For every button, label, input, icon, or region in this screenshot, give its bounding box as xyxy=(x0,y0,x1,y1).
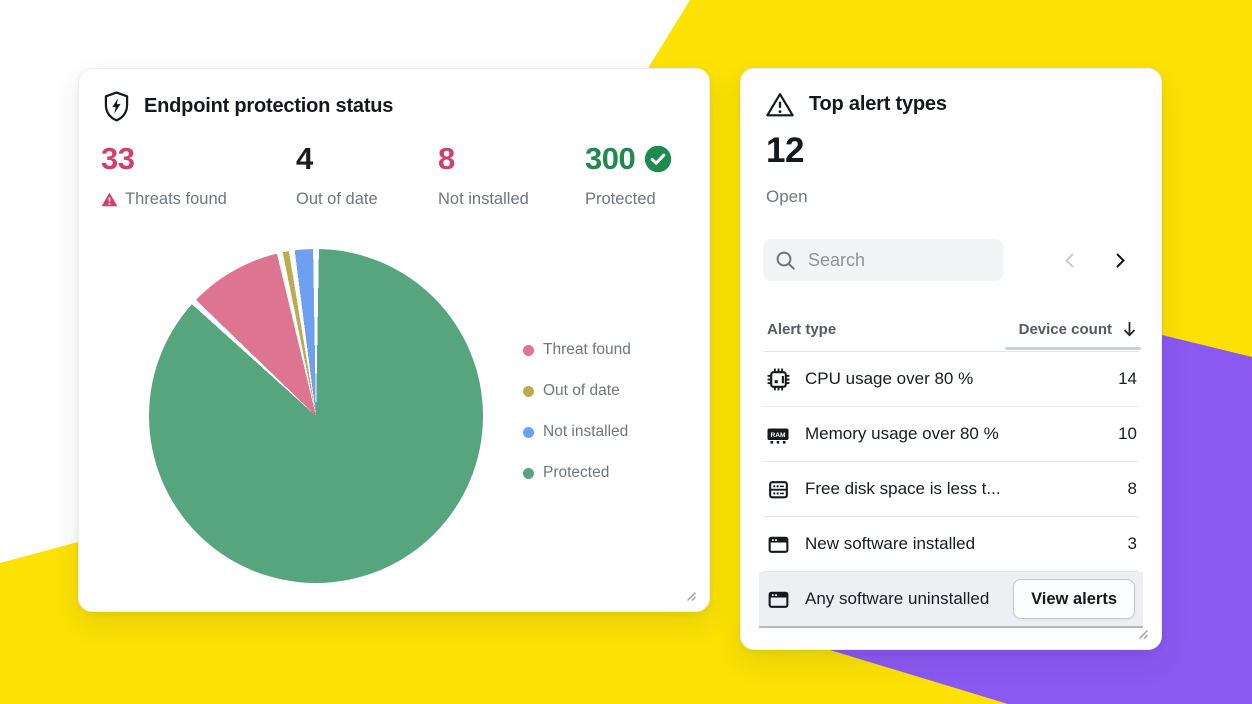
alert-type-label: New software installed xyxy=(805,534,976,553)
device-count-value: 3 xyxy=(1127,534,1137,553)
alert-type-label: Free disk space is less t... xyxy=(805,479,1001,498)
legend-label: Threat found xyxy=(543,341,631,358)
legend-item-not-installed: Not installed xyxy=(523,423,631,441)
stat-label: Protected xyxy=(585,190,656,208)
table-row[interactable]: Any software uninstalled View alerts xyxy=(759,572,1143,628)
stat-value: 33 xyxy=(101,141,135,176)
stat-protected: 300 Protected xyxy=(585,141,672,209)
table-row[interactable]: CPU usage over 80 % 14 xyxy=(763,352,1139,407)
stat-value: 300 xyxy=(585,141,672,177)
legend-label: Protected xyxy=(543,464,610,481)
alert-type-label: CPU usage over 80 % xyxy=(805,369,974,388)
table-row[interactable]: New software installed 3 xyxy=(763,517,1139,572)
stat-value: 8 xyxy=(438,141,455,176)
next-page-button[interactable] xyxy=(1112,250,1129,271)
device-count-value: 8 xyxy=(1127,479,1137,498)
sort-descending-icon xyxy=(1122,320,1137,338)
pie-legend: Threat found Out of date Not installed Prot… xyxy=(523,341,631,482)
open-alerts-count: 12 xyxy=(766,131,804,170)
column-header-device-count[interactable]: Device count xyxy=(1004,320,1142,350)
alert-type-label: Memory usage over 80 % xyxy=(805,424,999,443)
table-row[interactable]: RAM Memory usage over 80 % 10 xyxy=(763,407,1139,462)
device-count-value: 14 xyxy=(1118,369,1137,388)
stat-label: Out of date xyxy=(296,190,378,208)
legend-item-threat-found: Threat found xyxy=(523,341,631,359)
svg-text:RAM: RAM xyxy=(770,432,786,439)
search-input[interactable] xyxy=(806,248,991,272)
endpoint-protection-card: Endpoint protection status 33 Threats fou… xyxy=(78,68,710,612)
card-title: Top alert types xyxy=(809,93,947,115)
chevron-left-icon xyxy=(1063,252,1076,269)
chevron-right-icon xyxy=(1114,252,1127,269)
search-icon xyxy=(775,250,796,271)
legend-dot xyxy=(523,344,534,356)
alert-types-table: Alert type Device count CPU usage over 8… xyxy=(759,307,1143,628)
legend-dot xyxy=(523,385,534,397)
software-icon xyxy=(765,532,791,557)
table-row[interactable]: Free disk space is less t... 8 xyxy=(763,462,1139,517)
stat-threats-found: 33 Threats found xyxy=(101,141,227,209)
disk-icon xyxy=(765,477,791,502)
cpu-icon xyxy=(765,367,791,392)
legend-dot xyxy=(523,426,534,438)
previous-page-button[interactable] xyxy=(1061,250,1078,271)
software-icon xyxy=(765,587,791,612)
stat-value: 4 xyxy=(296,141,313,176)
stat-not-installed: 8 Not installed xyxy=(438,141,529,209)
device-count-value: 10 xyxy=(1118,424,1137,443)
stat-label: Threats found xyxy=(101,190,227,209)
legend-item-protected: Protected xyxy=(523,464,631,482)
view-alerts-button[interactable]: View alerts xyxy=(1013,579,1135,619)
stat-out-of-date: 4 Out of date xyxy=(296,141,378,209)
resize-handle-icon[interactable] xyxy=(1136,627,1149,640)
check-circle-icon xyxy=(644,145,672,173)
warning-triangle-icon xyxy=(101,192,118,207)
stat-label: Not installed xyxy=(438,190,529,208)
legend-dot xyxy=(523,467,534,479)
legend-label: Out of date xyxy=(543,382,620,399)
top-alert-types-card: Top alert types 12 Open Alert type xyxy=(740,68,1162,650)
column-header-alert-type: Alert type xyxy=(767,320,837,338)
alert-type-label: Any software uninstalled xyxy=(805,589,990,608)
legend-item-out-of-date: Out of date xyxy=(523,382,631,400)
shield-bolt-icon xyxy=(103,91,130,122)
ram-icon: RAM xyxy=(765,422,791,447)
search-box[interactable] xyxy=(763,239,1003,281)
alert-triangle-icon xyxy=(765,91,795,118)
legend-label: Not installed xyxy=(543,423,629,440)
resize-handle-icon[interactable] xyxy=(684,589,697,602)
protection-pie-chart xyxy=(149,249,483,583)
table-header: Alert type Device count xyxy=(763,307,1142,352)
card-title: Endpoint protection status xyxy=(144,95,394,117)
open-alerts-label: Open xyxy=(766,187,808,206)
